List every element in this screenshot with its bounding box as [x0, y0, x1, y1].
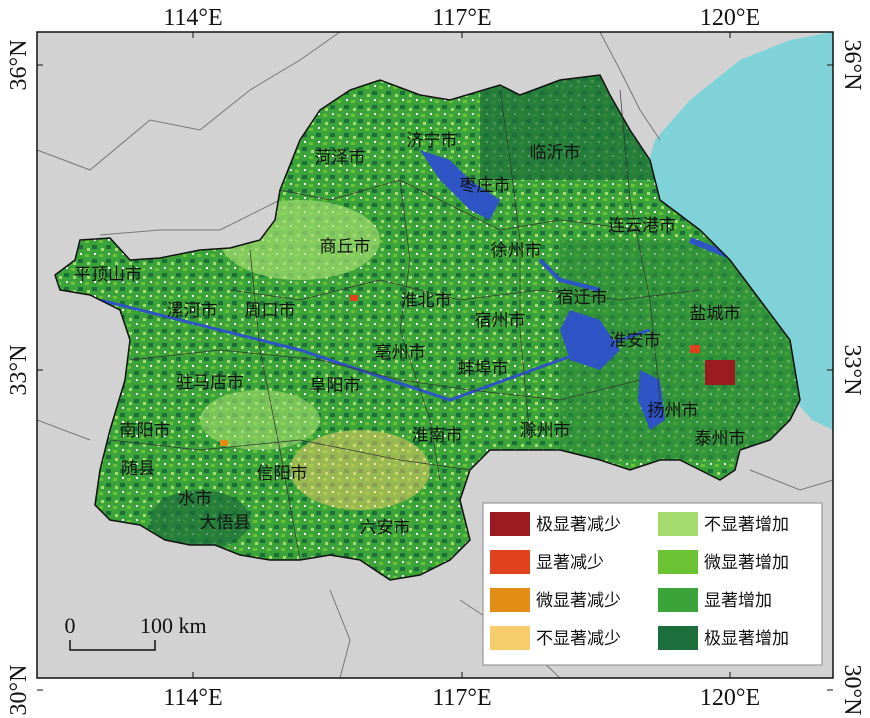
city-label: 六安市: [360, 518, 411, 538]
bottom-tick-label: 120°E: [700, 685, 760, 711]
legend-swatch: [490, 512, 530, 536]
legend-label: 极显著减少: [536, 515, 621, 535]
city-label: 亳州市: [375, 343, 426, 363]
city-borders: [109, 89, 701, 561]
legend-swatch: [490, 626, 530, 650]
top-tick-label: 114°E: [163, 5, 222, 31]
city-label: 蚌埠市: [458, 359, 509, 379]
legend-swatch: [490, 550, 530, 574]
scale-start: 0: [65, 613, 76, 638]
legend-swatch: [658, 550, 698, 574]
city-label: 阜阳市: [310, 376, 361, 396]
legend-box: [482, 502, 823, 666]
city-label: 平顶山市: [74, 265, 142, 285]
city-label: 济宁市: [407, 131, 458, 151]
city-label: 信阳市: [257, 464, 308, 484]
city-label: 宿迁市: [557, 288, 608, 308]
city-label: 周口市: [245, 301, 296, 321]
legend-label: 不显著增加: [704, 515, 789, 535]
legend-swatch: [658, 512, 698, 536]
left-tick-label: 36°N: [6, 40, 32, 91]
map-body: [37, 32, 833, 678]
right-tick-label: 30°N: [839, 665, 865, 716]
city-label: 宿州市: [475, 311, 526, 331]
right-tick-label: 36°N: [839, 40, 865, 91]
city-label: 漯河市: [167, 301, 218, 321]
scale-bar: 0 100 km: [65, 613, 207, 651]
city-label: 扬州市: [648, 401, 699, 421]
city-label: 大悟县: [200, 513, 251, 533]
city-label: 泰州市: [695, 429, 746, 449]
right-tick-label: 33°N: [839, 345, 865, 396]
top-tick-label: 120°E: [700, 5, 760, 31]
legend-label: 微显著增加: [704, 553, 789, 573]
sea: [640, 32, 833, 430]
city-label: 南阳市: [120, 421, 171, 441]
city-label: 滁州市: [520, 421, 571, 441]
city-label: 枣庄市: [460, 176, 511, 196]
bottom-tick-label: 114°E: [163, 685, 222, 711]
city-label: 水市: [178, 489, 212, 509]
bottom-tick-label: 117°E: [432, 685, 491, 711]
city-label: 徐州市: [491, 241, 542, 261]
city-label: 淮安市: [610, 331, 661, 351]
city-label: 驻马店市: [176, 373, 244, 393]
city-label: 淮北市: [401, 291, 452, 311]
city-label: 随县: [121, 459, 155, 479]
legend-swatch: [490, 588, 530, 612]
top-tick-label: 117°E: [432, 5, 491, 31]
legend-label: 显著减少: [536, 553, 604, 573]
legend-label: 微显著减少: [536, 591, 621, 611]
city-label: 淮南市: [412, 426, 463, 446]
legend-label: 不显著减少: [536, 629, 621, 649]
legend-label: 显著增加: [704, 591, 772, 611]
legend-swatch: [658, 588, 698, 612]
city-label: 盐城市: [690, 304, 741, 324]
left-tick-label: 30°N: [6, 665, 32, 716]
frame: [36, 31, 834, 679]
city-label: 连云港市: [608, 216, 676, 236]
city-label: 菏泽市: [315, 148, 366, 168]
legend-label: 极显著增加: [704, 629, 789, 649]
legend-swatch: [658, 626, 698, 650]
scale-end: 100 km: [140, 613, 207, 638]
scale-line: [69, 640, 156, 651]
left-tick-label: 33°N: [6, 345, 32, 396]
city-label: 临沂市: [530, 143, 581, 163]
city-label: 商丘市: [320, 237, 371, 257]
